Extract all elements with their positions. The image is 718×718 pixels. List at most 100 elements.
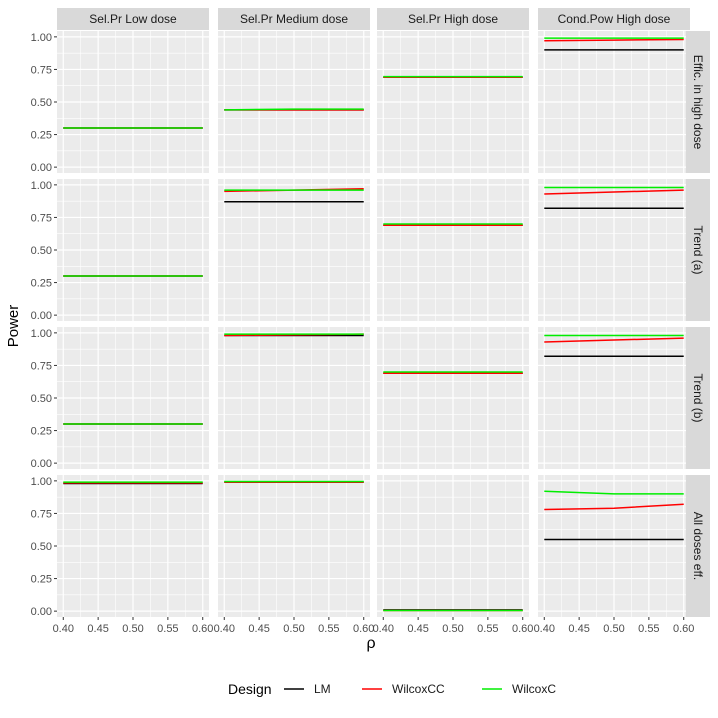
- panel-r2-c4: [538, 179, 690, 321]
- y-tick-label: 0.75: [31, 64, 52, 76]
- y-tick-label: 0.25: [31, 278, 52, 290]
- y-tick-label: 0.50: [31, 393, 52, 405]
- row-strip-bg: [686, 31, 710, 173]
- x-tick-label: 0.40: [214, 623, 235, 635]
- x-tick-label: 0.40: [534, 623, 555, 635]
- panel-r3-c4: [538, 327, 690, 469]
- series-line-wilcoxcc: [544, 503, 684, 511]
- panel-r2-c2: [218, 179, 370, 321]
- panels-layer: [57, 31, 690, 617]
- series-line-wilcoxcc: [544, 189, 684, 195]
- x-tick-label: 0.45: [568, 623, 589, 635]
- y-axis-label: Power: [5, 305, 22, 348]
- legend-item-wilcoxc: WilcoxC: [482, 682, 556, 696]
- y-tick-label: 0.00: [31, 458, 52, 470]
- panel-r1-c4: [538, 31, 690, 173]
- y-tick-label: 1.00: [31, 180, 52, 192]
- x-tick-label: 0.50: [442, 623, 463, 635]
- row-strip-bg: [686, 327, 710, 469]
- panel-r1-c2: [218, 31, 370, 173]
- col-strip-sel-pr-high-dose: Sel.Pr High dose: [377, 8, 529, 30]
- col-strip-label: Sel.Pr Medium dose: [240, 12, 348, 26]
- facet-strips: Sel.Pr Low dose Sel.Pr Medium dose Sel.Pr …: [57, 8, 710, 617]
- y-tick-label: 0.75: [31, 212, 52, 224]
- col-strip-label: Cond.Pow High dose: [558, 12, 671, 26]
- panel-r4-c4: [538, 475, 690, 617]
- x-tick-label: 0.40: [53, 623, 74, 635]
- y-tick-label: 0.75: [31, 508, 52, 520]
- axes-layer: 0.00 0.25 0.50 0.75 1.00 0.00 0.25 0.50 0.75 1.00…: [31, 32, 695, 635]
- col-strip-bg: [538, 8, 690, 30]
- row-strip-bg: [686, 475, 710, 617]
- x-tick-label: 0.55: [318, 623, 339, 635]
- row-strip-label: Trend (a): [691, 226, 705, 275]
- panel-r2-c3: [377, 179, 529, 321]
- panel-r4-c2: [218, 475, 370, 617]
- panel-r3-c1: [57, 327, 209, 469]
- col-strip-sel-pr-medium-dose: Sel.Pr Medium dose: [218, 8, 370, 30]
- y-tick-label: 1.00: [31, 476, 52, 488]
- row-strip-label: Effic. in high dose: [691, 55, 705, 150]
- y-tick-label: 0.00: [31, 606, 52, 618]
- y-tick-label: 0.50: [31, 245, 52, 257]
- panel-r3-c3: [377, 327, 529, 469]
- col-strip-label: Sel.Pr High dose: [408, 12, 498, 26]
- series-line-wilcoxc: [544, 490, 684, 495]
- x-tick-label: 0.60: [192, 623, 213, 635]
- y-tick-label: 1.00: [31, 32, 52, 44]
- legend-entries: LM WilcoxCC WilcoxC: [284, 682, 556, 696]
- series-line-wilcoxcc: [544, 38, 684, 42]
- row-strip-label: Trend (b): [691, 374, 705, 423]
- row-strip-all-doses-eff: All doses eff.: [686, 475, 710, 617]
- legend-item-wilcoxcc: WilcoxCC: [362, 682, 445, 696]
- y-tick-label: 1.00: [31, 328, 52, 340]
- y-tick-label: 0.25: [31, 130, 52, 142]
- y-tick-label: 0.50: [31, 97, 52, 109]
- col-strip-label: Sel.Pr Low dose: [89, 12, 177, 26]
- y-tick-label: 0.00: [31, 162, 52, 174]
- row-strip-label: All doses eff.: [691, 512, 705, 580]
- x-tick-label: 0.45: [248, 623, 269, 635]
- legend-item-label: WilcoxCC: [392, 682, 445, 696]
- series-line-wilcoxc: [224, 108, 364, 111]
- legend-item-label: LM: [314, 682, 331, 696]
- row-strip-trend-a: Trend (a): [686, 179, 710, 321]
- legend: Design LM WilcoxCC WilcoxC: [228, 681, 556, 697]
- x-tick-label: 0.45: [407, 623, 428, 635]
- panel-r1-c3: [377, 31, 529, 173]
- x-tick-label: 0.50: [122, 623, 143, 635]
- x-tick-label: 0.50: [283, 623, 304, 635]
- col-strip-sel-pr-low-dose: Sel.Pr Low dose: [57, 8, 209, 30]
- x-tick-label: 0.55: [157, 623, 178, 635]
- col-strip-bg: [57, 8, 209, 30]
- x-tick-label: 0.45: [87, 623, 108, 635]
- legend-item-label: WilcoxC: [512, 682, 556, 696]
- y-tick-label: 0.25: [31, 574, 52, 586]
- series-line-wilcoxcc: [544, 337, 684, 343]
- col-strip-cond-pow-high-dose: Cond.Pow High dose: [538, 8, 690, 30]
- x-tick-label: 0.55: [638, 623, 659, 635]
- col-strip-bg: [218, 8, 370, 30]
- x-tick-label: 0.60: [353, 623, 374, 635]
- row-strip-trend-b: Trend (b): [686, 327, 710, 469]
- x-tick-label: 0.40: [373, 623, 394, 635]
- panel-r4-c1: [57, 475, 209, 617]
- legend-title: Design: [228, 681, 272, 697]
- x-tick-label: 0.50: [603, 623, 624, 635]
- col-strip-bg: [377, 8, 529, 30]
- y-tick-label: 0.50: [31, 541, 52, 553]
- panel-r1-c1: [57, 31, 209, 173]
- y-tick-label: 0.75: [31, 360, 52, 372]
- panel-r2-c1: [57, 179, 209, 321]
- x-tick-label: 0.60: [673, 623, 694, 635]
- row-strip-bg: [686, 179, 710, 321]
- panel-r4-c3: [377, 475, 529, 617]
- y-tick-label: 0.00: [31, 310, 52, 322]
- row-strip-effic-in-high-dose: Effic. in high dose: [686, 31, 710, 173]
- y-tick-label: 0.25: [31, 426, 52, 438]
- x-tick-label: 0.55: [477, 623, 498, 635]
- x-tick-label: 0.60: [512, 623, 533, 635]
- panel-r3-c2: [218, 327, 370, 469]
- x-axis-label: ρ: [366, 635, 375, 652]
